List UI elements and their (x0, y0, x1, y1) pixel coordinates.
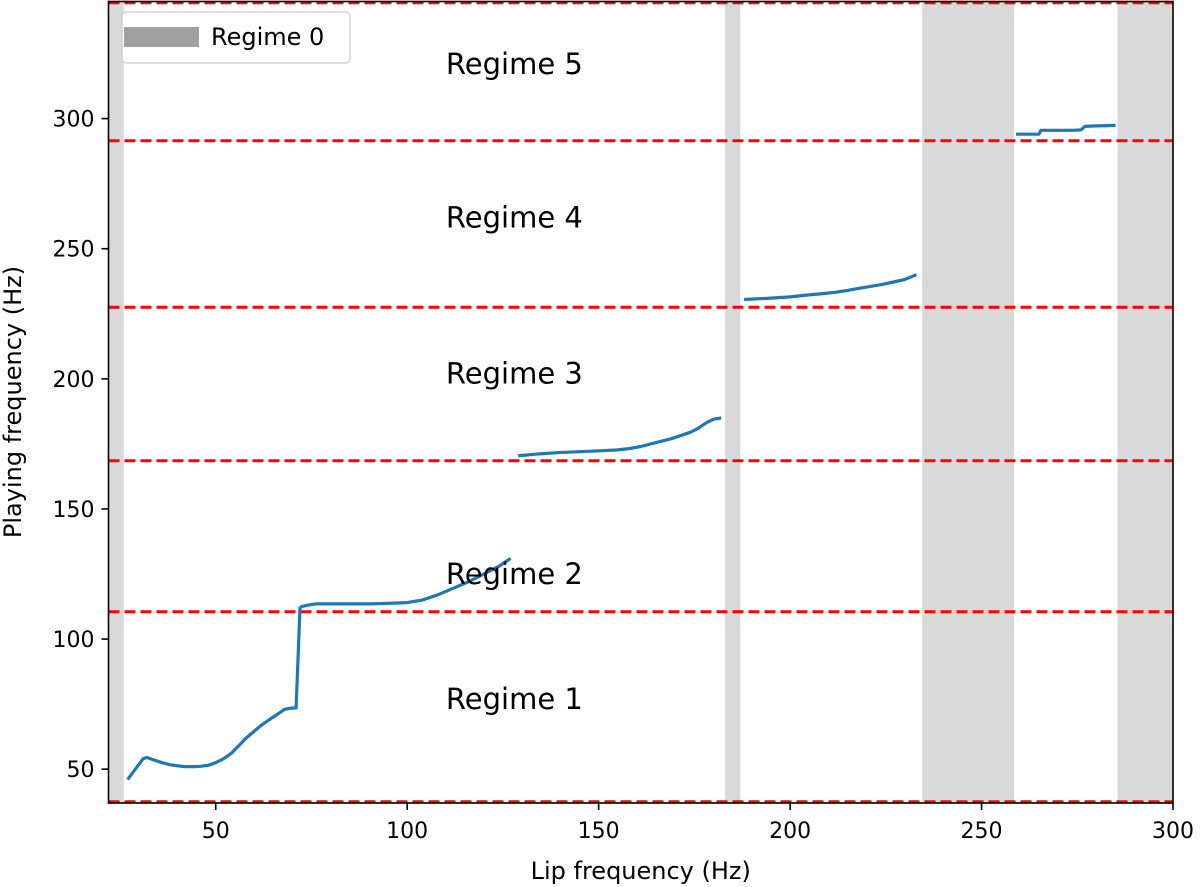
regime-label: Regime 5 (446, 47, 583, 81)
regime-0-band (1117, 1, 1173, 803)
regime-0-band (724, 1, 741, 803)
x-axis-ticks: 50 100 150 200 250 300 (202, 803, 1194, 844)
regime-label: Regime 1 (446, 682, 583, 716)
x-tick-label: 200 (769, 819, 811, 844)
data-series (126, 123, 1116, 781)
y-tick-label: 200 (53, 368, 95, 393)
series-line (126, 557, 512, 781)
regime-labels: Regime 1 Regime 2 Regime 3 Regime 4 Regime 5 (446, 47, 583, 716)
legend: Regime 0 (121, 11, 351, 64)
x-tick-label: 100 (386, 819, 428, 844)
y-tick-label: 250 (53, 238, 95, 263)
legend-swatch-regime-0 (124, 27, 199, 47)
x-axis-label: Lip frequency (Hz) (531, 857, 751, 885)
x-tick-label: 250 (961, 819, 1003, 844)
series-line (744, 273, 918, 302)
x-tick-label: 300 (1152, 819, 1194, 844)
y-axis-ticks: 50 100 150 200 250 300 (53, 108, 109, 783)
regime-0-band (922, 1, 1015, 803)
series-line (1016, 123, 1116, 136)
legend-label-regime-0: Regime 0 (211, 23, 324, 51)
regime-label: Regime 4 (446, 200, 583, 234)
regime-label: Regime 2 (446, 557, 583, 591)
regime-0-bands (108, 1, 1173, 803)
y-tick-label: 150 (53, 498, 95, 523)
regime-label: Regime 3 (446, 357, 583, 391)
x-tick-label: 50 (202, 819, 230, 844)
y-tick-label: 100 (53, 628, 95, 653)
regime-0-band (108, 1, 124, 803)
y-axis-label: Playing frequency (Hz) (0, 266, 27, 538)
plot-frame (107, 0, 1174, 804)
y-tick-label: 300 (53, 108, 95, 133)
series-line (518, 416, 722, 458)
regime-boundaries (108, 1, 1173, 804)
y-tick-label: 50 (67, 758, 95, 783)
legend-box (121, 11, 351, 64)
x-tick-label: 150 (578, 819, 620, 844)
